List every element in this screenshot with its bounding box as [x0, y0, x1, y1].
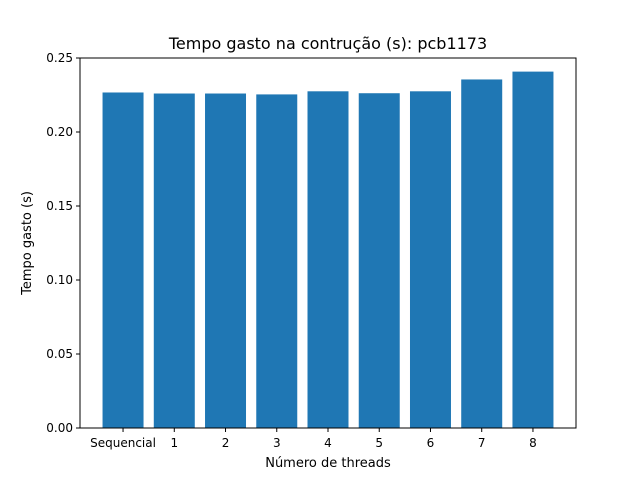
- bar-sequencial: [102, 92, 144, 428]
- x-tick-label: 6: [427, 436, 435, 450]
- y-tick-label: 0.25: [46, 51, 73, 65]
- bar-2: [205, 93, 247, 429]
- y-tick-label: 0.05: [46, 347, 73, 361]
- x-tick-label: 3: [273, 436, 281, 450]
- bar-6: [409, 91, 451, 429]
- x-tick-label: 4: [324, 436, 332, 450]
- plot-frame: [79, 57, 577, 429]
- x-tick-label: Sequencial: [90, 436, 156, 450]
- x-tick-label: 5: [375, 436, 383, 450]
- bar-8: [512, 71, 554, 428]
- y-axis-label: Tempo gasto (s): [20, 191, 35, 296]
- x-tick-label: 7: [478, 436, 486, 450]
- x-axis-ticks: Sequencial 1 2 3 4 5 6 7 8: [90, 428, 537, 450]
- y-axis-ticks: 0.00 0.05 0.10 0.15 0.20 0.25: [46, 51, 80, 435]
- y-tick-label: 0.20: [46, 125, 73, 139]
- bar-1: [153, 93, 195, 429]
- x-tick-label: 8: [529, 436, 537, 450]
- bars-group: [102, 71, 554, 429]
- bar-5: [358, 93, 400, 428]
- bar-3: [256, 94, 298, 429]
- x-axis-label: Número de threads: [265, 456, 391, 471]
- x-tick-label: 2: [222, 436, 230, 450]
- chart-title: Tempo gasto na contrução (s): pcb1173: [168, 34, 487, 53]
- bar-7: [461, 79, 503, 429]
- y-tick-label: 0.10: [46, 273, 73, 287]
- x-tick-label: 1: [170, 436, 178, 450]
- y-tick-label: 0.00: [46, 421, 73, 435]
- y-tick-label: 0.15: [46, 199, 73, 213]
- bar-4: [307, 91, 349, 429]
